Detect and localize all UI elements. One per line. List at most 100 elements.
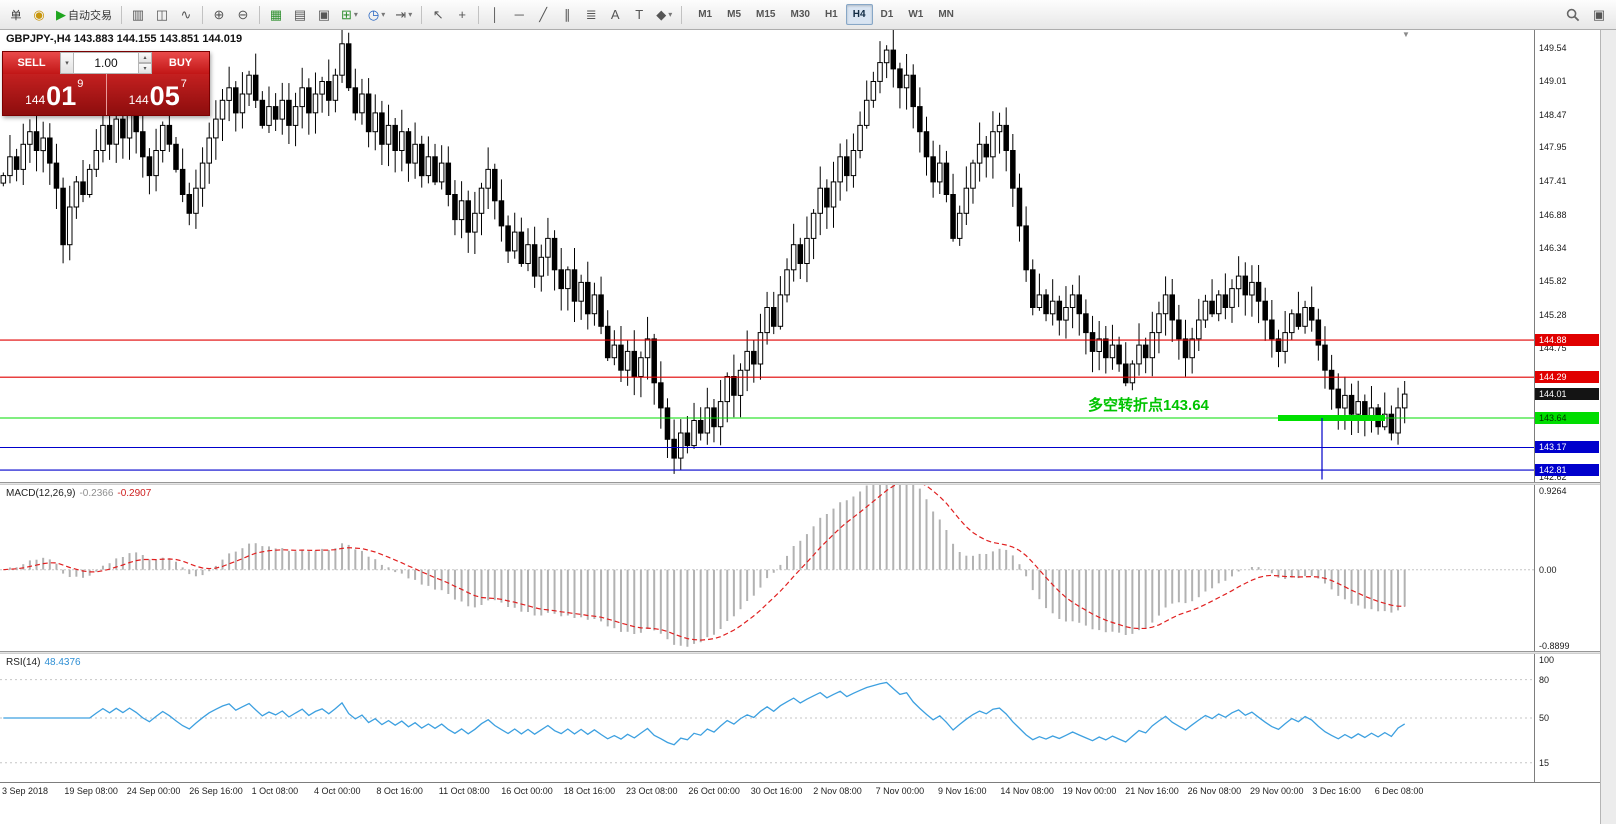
timeframe-h4[interactable]: H4 bbox=[845, 4, 873, 25]
candlestick-chart-icon[interactable]: ◫ bbox=[151, 4, 173, 26]
price-axis[interactable]: 149.54 149.01 148.47 147.95 147.41 146.88 146.… bbox=[1534, 30, 1600, 482]
cascade-windows-icon: ▤ bbox=[293, 6, 307, 22]
timeframe-m30[interactable]: M30 bbox=[790, 9, 810, 20]
window-edge-gutter bbox=[1600, 30, 1616, 824]
cascade-windows-icon[interactable]: ▤ bbox=[289, 4, 311, 26]
date-tick: 7 Nov 00:00 bbox=[875, 786, 925, 796]
fibonacci-icon: ≣ bbox=[585, 6, 597, 22]
profiles-clock-dropdown[interactable]: ◷ ▾ bbox=[364, 4, 389, 26]
macd-tick: 0.9264 bbox=[1539, 486, 1567, 496]
date-tick: 3 Sep 2018 bbox=[2, 786, 49, 796]
date-tick: 29 Nov 00:00 bbox=[1250, 786, 1304, 796]
date-tick: 9 Nov 16:00 bbox=[938, 786, 987, 796]
panel-splitter[interactable] bbox=[0, 651, 1600, 654]
price-chart-area[interactable]: GBPJPY-,H4 143.883 144.155 143.851 144.0… bbox=[0, 30, 1534, 482]
volume-decrease-button[interactable]: ▾ bbox=[139, 63, 152, 74]
date-tick: 19 Sep 08:00 bbox=[64, 786, 118, 796]
arrange-windows-icon[interactable]: ▣ bbox=[313, 4, 335, 26]
volume-spinner: ▴ ▾ bbox=[139, 52, 152, 74]
chart-shift-marker[interactable]: ▼ bbox=[1402, 30, 1410, 39]
panel-splitter[interactable] bbox=[0, 482, 1600, 485]
search-icon[interactable] bbox=[1562, 4, 1584, 26]
toolbar-separator bbox=[121, 5, 122, 24]
sell-price-pips: 01 bbox=[46, 81, 77, 111]
buy-price-pips: 05 bbox=[149, 81, 180, 111]
text-icon[interactable]: A bbox=[604, 4, 626, 26]
crosshair-icon[interactable]: + bbox=[451, 4, 473, 26]
cursor-icon[interactable]: ↖ bbox=[427, 4, 449, 26]
timeframe-group: M1 M5 M15 M30 H1 H4 D1 W1 MN bbox=[691, 4, 961, 25]
timeframe-w1[interactable]: W1 bbox=[908, 9, 924, 20]
price-tick: 147.95 bbox=[1539, 142, 1567, 153]
coins-icon: ◉ bbox=[33, 6, 45, 22]
new-chart-dropdown: ⊞ bbox=[341, 6, 352, 22]
vertical-line-icon[interactable]: │ bbox=[484, 4, 506, 26]
macd-signal-value: -0.2907 bbox=[117, 488, 152, 499]
date-tick: 23 Oct 08:00 bbox=[626, 786, 678, 796]
trendline-icon[interactable]: ╱ bbox=[532, 4, 554, 26]
toolbar-separator bbox=[681, 5, 683, 24]
date-tick: 1 Oct 08:00 bbox=[251, 786, 299, 796]
rsi-tick: 80 bbox=[1539, 674, 1550, 685]
shapes-dropdown[interactable]: ◆ ▾ bbox=[652, 4, 676, 26]
volume-increase-button[interactable]: ▴ bbox=[139, 52, 152, 63]
sell-price-display[interactable]: 144 01 9 bbox=[3, 74, 106, 115]
chart-shift-dropdown: ⇥ bbox=[395, 6, 407, 22]
tile-windows-icon[interactable]: ▦ bbox=[265, 4, 287, 26]
pivot-annotation-text[interactable]: 多空转折点143.64 bbox=[1088, 397, 1209, 414]
rsi-chart-area[interactable]: RSI(14) 48.4376 bbox=[0, 654, 1534, 782]
timeframe-d1[interactable]: D1 bbox=[880, 9, 894, 20]
buy-price-display[interactable]: 144 05 7 bbox=[107, 74, 210, 115]
macd-panel: MACD(12,26,9) -0.2366 -0.2907 0.9264 0.00 -0… bbox=[0, 485, 1600, 651]
horizontal-line-icon: ─ bbox=[514, 7, 524, 22]
price-tick: 145.28 bbox=[1539, 310, 1567, 320]
toolbar-separator bbox=[478, 5, 480, 24]
new-order-button[interactable]: 单 bbox=[4, 4, 26, 26]
window-icon[interactable]: ▣ bbox=[1592, 6, 1606, 22]
date-tick: 18 Oct 16:00 bbox=[563, 786, 616, 796]
volume-dropdown-icon[interactable]: ▾ bbox=[60, 52, 74, 74]
buy-price-big-figure: 144 bbox=[128, 92, 149, 107]
timeframe-h1[interactable]: H1 bbox=[824, 9, 838, 20]
date-tick: 26 Nov 08:00 bbox=[1187, 786, 1242, 796]
bar-chart-icon: ▥ bbox=[131, 6, 145, 22]
rsi-panel: RSI(14) 48.4376 100 80 50 15 bbox=[0, 654, 1600, 782]
fibonacci-icon[interactable]: ≣ bbox=[580, 4, 602, 26]
timeframe-m15[interactable]: M15 bbox=[756, 9, 776, 20]
toolbar-right-group: ▣ bbox=[1562, 4, 1612, 26]
zoom-out-icon[interactable]: ⊖ bbox=[232, 4, 254, 26]
macd-chart-area[interactable]: MACD(12,26,9) -0.2366 -0.2907 bbox=[0, 485, 1534, 651]
zoom-out-icon: ⊖ bbox=[237, 6, 249, 22]
rsi-axis[interactable]: 100 80 50 15 bbox=[1534, 654, 1600, 782]
price-tick: 149.54 bbox=[1539, 42, 1567, 53]
volume-input[interactable] bbox=[74, 52, 139, 74]
line-chart-icon[interactable]: ∿ bbox=[175, 4, 197, 26]
label-icon[interactable]: T bbox=[628, 4, 650, 26]
autotrading-button[interactable]: ▶ 自动交易 bbox=[52, 4, 116, 26]
chart-shift-dropdown[interactable]: ⇥ ▾ bbox=[391, 4, 416, 26]
timeframe-mn[interactable]: MN bbox=[938, 9, 954, 20]
sell-button[interactable]: SELL bbox=[3, 52, 60, 74]
price-level-label: 142.81 bbox=[1535, 464, 1599, 477]
trendline-icon: ╱ bbox=[539, 6, 548, 22]
price-tick: 146.34 bbox=[1539, 243, 1567, 254]
timeframe-m1[interactable]: M1 bbox=[698, 9, 713, 20]
channel-icon[interactable]: ∥ bbox=[556, 4, 578, 26]
coins-icon[interactable]: ◉ bbox=[28, 4, 50, 26]
date-tick: 19 Nov 00:00 bbox=[1062, 786, 1117, 796]
horizontal-line-icon[interactable]: ─ bbox=[508, 4, 530, 26]
zoom-in-icon[interactable]: ⊕ bbox=[208, 4, 230, 26]
bar-chart-icon[interactable]: ▥ bbox=[127, 4, 149, 26]
new-chart-dropdown[interactable]: ⊞ ▾ bbox=[337, 4, 362, 26]
chevron-down-icon: ▾ bbox=[353, 10, 358, 19]
time-axis[interactable]: 3 Sep 2018 19 Sep 08:00 24 Sep 00:00 26 Sep… bbox=[0, 782, 1600, 800]
price-level-label: 144.01 bbox=[1535, 388, 1599, 401]
cursor-icon: ↖ bbox=[432, 6, 444, 22]
macd-axis[interactable]: 0.9264 0.00 -0.8899 bbox=[1534, 485, 1600, 651]
price-level-label: 143.64 bbox=[1535, 411, 1599, 424]
timeframe-m5[interactable]: M5 bbox=[727, 9, 742, 20]
price-tick: 147.41 bbox=[1539, 176, 1567, 187]
status-area bbox=[0, 800, 1600, 824]
toolbar-separator bbox=[259, 5, 260, 24]
buy-button[interactable]: BUY bbox=[152, 52, 209, 74]
